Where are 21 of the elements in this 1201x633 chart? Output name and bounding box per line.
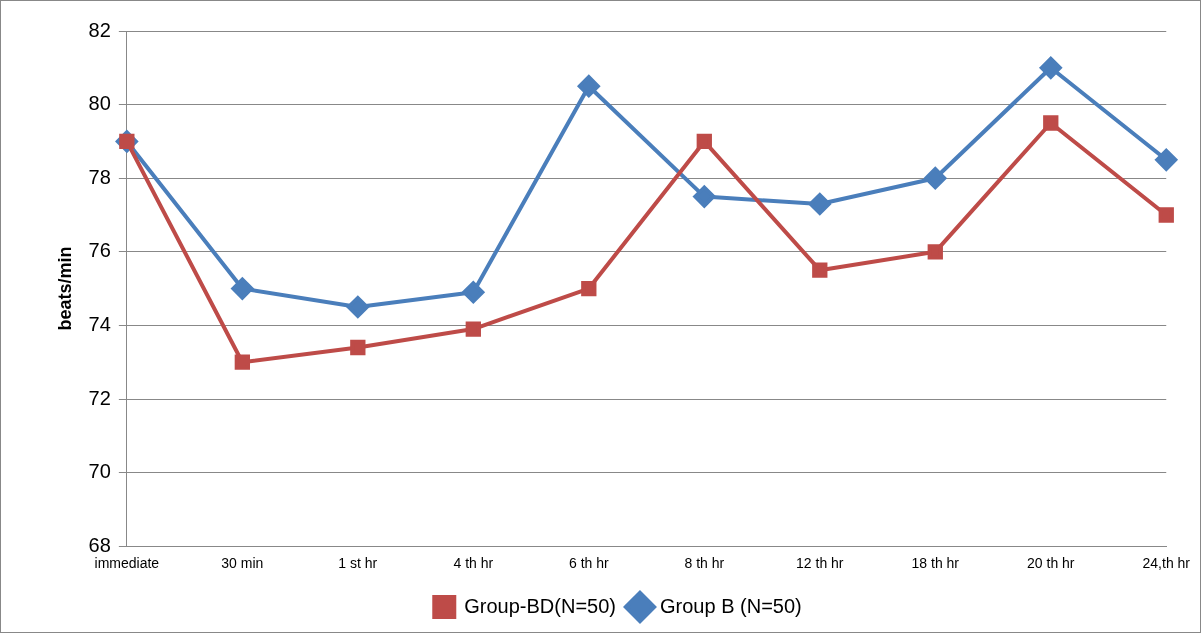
y-tick-label: 68 bbox=[88, 533, 111, 556]
x-tick-label: 12 th hr bbox=[796, 555, 844, 572]
y-tick-label: 82 bbox=[88, 18, 111, 41]
x-tick-label: 20 th hr bbox=[1027, 555, 1075, 572]
x-tick-label: 6 th hr bbox=[568, 555, 609, 572]
y-tick-label: 76 bbox=[88, 239, 111, 262]
x-tick-label: 24,th hr bbox=[1142, 555, 1191, 572]
y-tick-label: 70 bbox=[88, 460, 111, 483]
y-tick-label: 74 bbox=[88, 312, 111, 335]
legend-label: Group B (N=50) bbox=[660, 594, 802, 617]
x-tick-label: 1 st hr bbox=[338, 555, 378, 572]
legend-label: Group-BD(N=50) bbox=[464, 594, 616, 617]
y-axis-title: beats/min bbox=[54, 246, 75, 331]
y-tick-label: 72 bbox=[88, 386, 111, 409]
x-tick-label: 30 min bbox=[221, 555, 264, 572]
x-tick-label: 18 th hr bbox=[911, 555, 960, 572]
x-tick-label: immediate bbox=[94, 555, 160, 572]
x-tick-label: 4 th hr bbox=[453, 555, 494, 572]
y-tick-label: 78 bbox=[88, 165, 111, 188]
y-tick-label: 80 bbox=[88, 92, 111, 115]
x-tick-label: 8 th hr bbox=[684, 555, 725, 572]
